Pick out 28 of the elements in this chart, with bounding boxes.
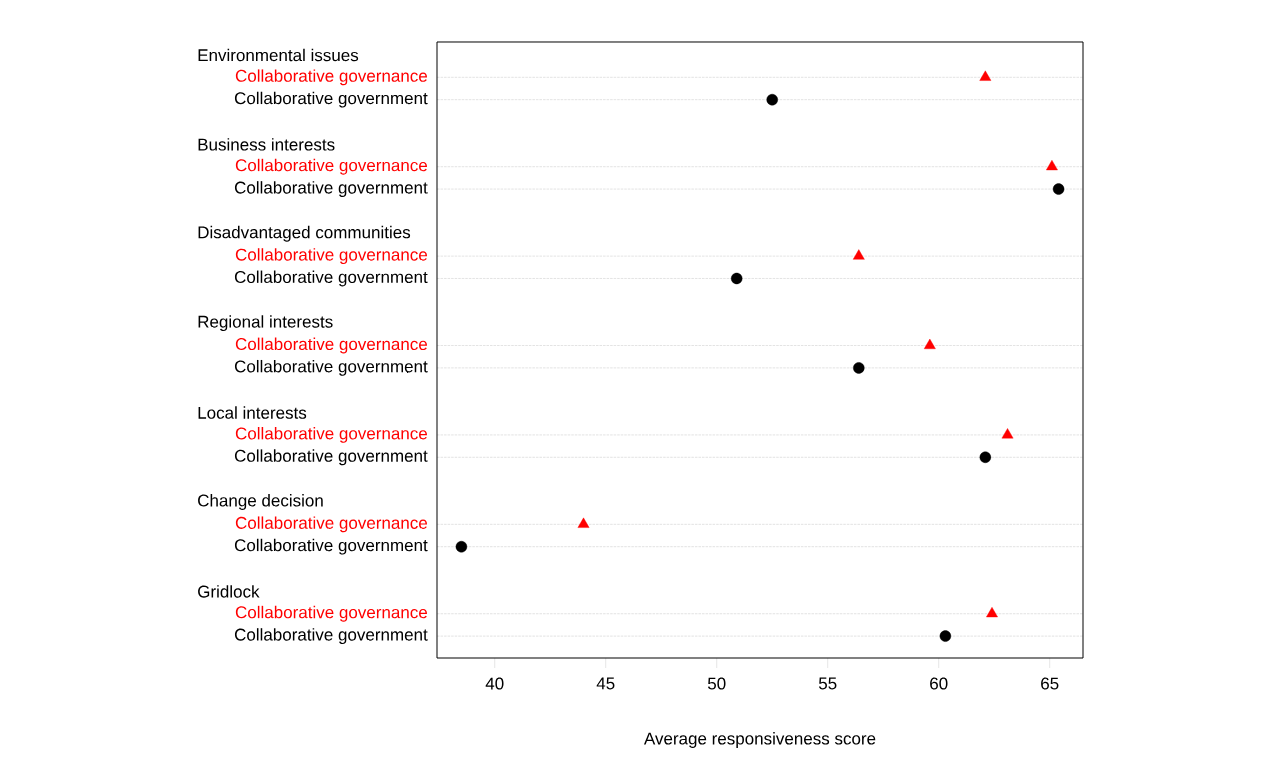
text: Collaborative government xyxy=(234,628,428,645)
x-tick-label: 60 xyxy=(930,677,948,690)
x-tick-label: 40 xyxy=(485,677,504,690)
text: Collaborative governance xyxy=(235,158,427,175)
x-tick-label: 55 xyxy=(818,677,837,690)
text: Collaborative governance xyxy=(235,427,427,443)
series-label: Collaborative government xyxy=(234,538,428,555)
text: Collaborative government xyxy=(234,449,428,466)
x-tick-label: 50 xyxy=(707,677,726,690)
text: Collaborative governance xyxy=(235,516,427,533)
x-axis-title: Average responsiveness score xyxy=(643,732,876,748)
x-tick-label: 45 xyxy=(596,677,615,690)
text: Collaborative government xyxy=(234,181,428,197)
text: Collaborative government xyxy=(234,270,428,287)
text: Collaborative governance xyxy=(235,248,427,265)
y-tick-label: Local interests xyxy=(198,406,307,419)
y-tick-label: Gridlock xyxy=(198,585,260,598)
text: Collaborative governance xyxy=(235,605,427,622)
y-tick-label: Business interests xyxy=(198,138,335,151)
y-tick-label: Change decision xyxy=(198,494,323,510)
text: Collaborative government xyxy=(234,91,428,108)
text: Collaborative governance xyxy=(235,69,427,86)
y-tick-label: Environmental issues xyxy=(198,48,359,62)
y-tick-label: Disadvantaged communities xyxy=(198,225,411,242)
text: Collaborative governance xyxy=(235,337,427,354)
y-tick-label: Regional interests xyxy=(198,315,333,332)
x-tick-label: 65 xyxy=(1041,677,1059,690)
text: Collaborative government xyxy=(234,359,428,376)
